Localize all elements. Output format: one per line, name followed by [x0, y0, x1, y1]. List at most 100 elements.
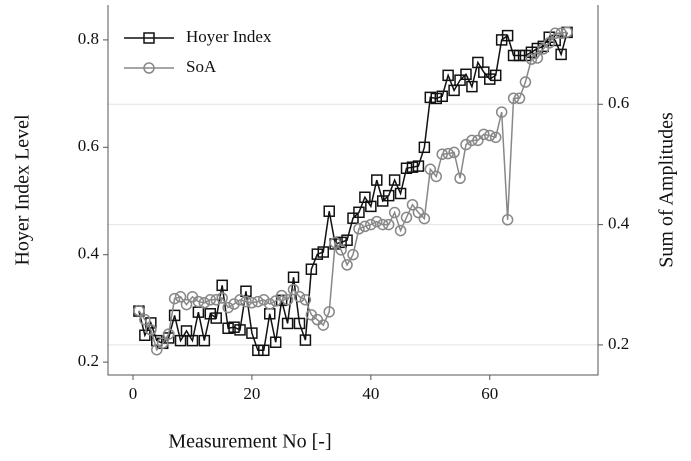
point [406, 198, 419, 211]
point [501, 214, 514, 226]
point [198, 297, 211, 309]
point [359, 220, 371, 233]
point [549, 27, 561, 40]
point [394, 224, 407, 237]
point [293, 317, 306, 330]
x-axis-label: Measurement No [-] [168, 431, 331, 453]
point [460, 68, 472, 81]
point [186, 334, 199, 347]
point [513, 92, 526, 105]
point [258, 344, 270, 357]
point [317, 319, 330, 331]
point [222, 301, 234, 314]
point [507, 49, 520, 62]
y-tick-label: 0.4 [78, 244, 100, 263]
point [489, 69, 502, 82]
point [335, 236, 347, 249]
point [168, 309, 181, 322]
y-axis-label: Hoyer Index Level [12, 114, 34, 265]
point [543, 37, 555, 49]
axes [107, 5, 599, 376]
legend-label: Hoyer Index [186, 27, 272, 46]
point [335, 244, 347, 256]
point [281, 317, 294, 330]
point [263, 298, 276, 310]
point [478, 128, 490, 141]
point [234, 294, 246, 306]
point [519, 49, 532, 62]
point [371, 174, 383, 186]
point [448, 84, 460, 97]
point [525, 46, 538, 59]
point [436, 148, 448, 160]
point [162, 328, 175, 340]
point [442, 147, 454, 160]
x-tick-label: 60 [481, 384, 498, 403]
point [513, 49, 526, 62]
point [234, 324, 246, 336]
point [269, 336, 282, 348]
point [180, 298, 193, 311]
point [145, 324, 157, 336]
point [507, 92, 520, 105]
point [347, 248, 359, 261]
point [418, 141, 431, 154]
point [448, 146, 460, 159]
point [519, 76, 532, 88]
point [240, 295, 252, 308]
point [180, 325, 193, 337]
point [484, 73, 496, 85]
point [466, 80, 478, 93]
point [353, 223, 365, 235]
point [323, 205, 335, 217]
point [156, 337, 169, 349]
point [151, 334, 163, 347]
point [394, 187, 407, 200]
point [145, 317, 157, 329]
point [388, 174, 401, 186]
point [299, 334, 312, 346]
point [281, 294, 294, 306]
point [311, 248, 324, 260]
point [412, 160, 425, 172]
y-tick-label: 0.8 [78, 29, 99, 48]
series-line [138, 32, 568, 352]
y2-tick-label: 0.2 [608, 334, 629, 353]
point [198, 334, 211, 347]
point [305, 263, 318, 275]
y2-tick-label: 0.6 [608, 93, 629, 112]
point [472, 134, 484, 147]
point [228, 321, 240, 333]
point [359, 191, 371, 203]
point [376, 218, 389, 231]
point [323, 306, 335, 318]
point [174, 291, 187, 303]
point [341, 234, 353, 246]
point [495, 106, 508, 118]
point [382, 218, 395, 231]
point [246, 327, 258, 339]
point [430, 170, 443, 183]
x-tick-label: 40 [362, 384, 379, 403]
point [531, 52, 544, 64]
point [472, 56, 484, 69]
point [151, 343, 163, 356]
y-tick-label: 0.6 [78, 136, 99, 155]
point [454, 74, 466, 86]
y2-axis-label: Sum of Amplitudes [656, 112, 678, 268]
point [555, 27, 567, 40]
point [299, 294, 312, 306]
legend-label: SoA [186, 57, 217, 76]
point [466, 134, 478, 147]
point [252, 344, 264, 357]
point [388, 206, 401, 219]
point [436, 90, 448, 103]
point [365, 200, 377, 213]
point [400, 162, 413, 175]
point [478, 66, 490, 78]
point [341, 259, 353, 271]
point [216, 279, 228, 292]
point [174, 334, 187, 347]
point [400, 211, 413, 224]
